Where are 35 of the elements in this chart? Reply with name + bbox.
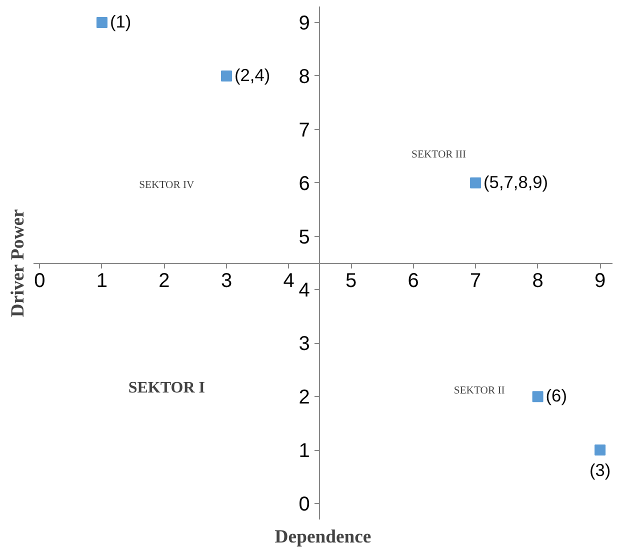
x-tick-label: 5 [345, 270, 357, 292]
y-tick-label: 8 [298, 66, 310, 88]
annotation: (3) [589, 460, 611, 480]
annotation: (6) [546, 386, 567, 406]
y-tick-label: 3 [298, 333, 310, 356]
y-tick-label: 0 [298, 493, 310, 516]
x-tick-label: 1 [96, 270, 108, 292]
x-tick-label: 7 [470, 270, 482, 292]
annotation: (5,7,8,9) [484, 172, 548, 192]
annotation: SEKTOR III [412, 149, 467, 160]
x-tick-label: 9 [594, 270, 606, 292]
y-tick-label: 9 [298, 12, 310, 35]
y-tick-label: 6 [298, 172, 310, 195]
annotation: SEKTOR I [128, 379, 205, 396]
annotation: SEKTOR II [454, 385, 506, 396]
point [221, 70, 232, 82]
x-tick-label: 0 [34, 270, 46, 292]
x-tick-label: 8 [532, 270, 544, 292]
y-tick-label: 5 [298, 226, 310, 248]
y-tick-label: 7 [298, 119, 310, 142]
x-tick-label: 4 [283, 270, 294, 292]
point [470, 177, 482, 188]
y-axis-title: Driver Power [8, 209, 28, 318]
point [594, 444, 606, 456]
x-tick-label: 2 [158, 270, 170, 292]
x-tick-label: 3 [220, 270, 232, 292]
x-axis-title: Dependence [274, 526, 372, 548]
x-tick-label: 6 [408, 270, 419, 292]
annotation: SEKTOR IV [139, 180, 195, 192]
point [532, 391, 544, 402]
annotation: (2,4) [234, 64, 270, 85]
y-tick-label: 2 [298, 386, 310, 409]
annotation: (1) [110, 12, 132, 32]
y-tick-label: 1 [298, 440, 310, 462]
point [96, 17, 108, 28]
